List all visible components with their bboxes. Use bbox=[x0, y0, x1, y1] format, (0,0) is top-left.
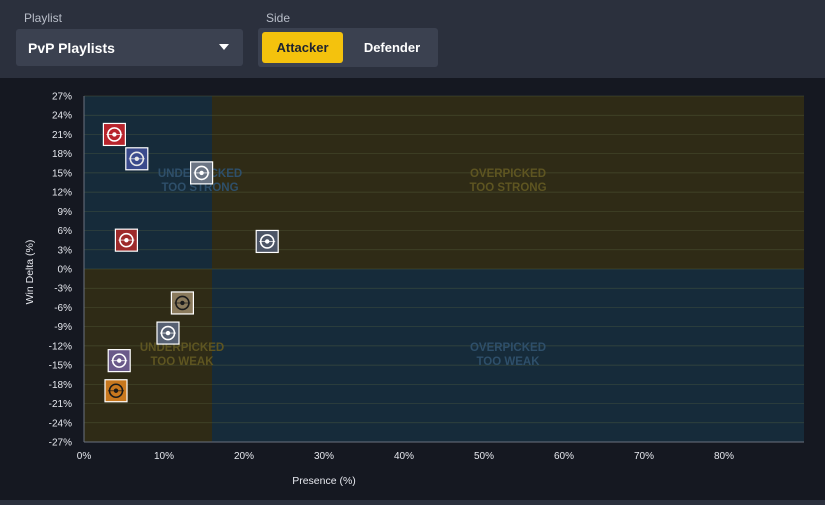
crosshair-icon[interactable] bbox=[170, 291, 194, 315]
attacker-button[interactable]: Attacker bbox=[262, 32, 343, 63]
y-tick-label: -3% bbox=[54, 284, 72, 295]
quadrant-label-overpicked-too-weak: TOO WEAK bbox=[476, 356, 540, 368]
y-axis-title: Win Delta (%) bbox=[24, 240, 36, 305]
side-toggle: Attacker Defender bbox=[258, 28, 438, 67]
skull-mask-icon[interactable] bbox=[190, 161, 214, 185]
x-tick-label: 30% bbox=[314, 451, 334, 462]
defender-button[interactable]: Defender bbox=[363, 40, 421, 55]
chevron-down-icon bbox=[219, 44, 229, 50]
x-tick-label: 80% bbox=[714, 451, 734, 462]
purple-shield-icon[interactable] bbox=[107, 349, 131, 373]
x-axis-title: Presence (%) bbox=[292, 475, 356, 487]
y-tick-label: 27% bbox=[52, 92, 72, 103]
window-icon[interactable] bbox=[156, 321, 180, 345]
red-splash-icon[interactable] bbox=[114, 228, 139, 252]
y-tick-label: 18% bbox=[52, 149, 72, 160]
x-tick-label: 70% bbox=[634, 451, 654, 462]
chart-panel: 27% 24% 21% 18% 15% 12% 9% 6% 3% 0% -3% -6% -9% -12% -… bbox=[0, 78, 825, 500]
white-crest-icon[interactable] bbox=[255, 229, 279, 254]
quadrant-overpicked-too-strong bbox=[212, 96, 804, 269]
y-tick-label: 12% bbox=[52, 188, 72, 199]
quadrant-label-overpicked-too-strong: TOO STRONG bbox=[469, 182, 546, 194]
side-label: Side bbox=[266, 11, 291, 25]
quadrant-label-underpicked-too-weak: TOO WEAK bbox=[150, 356, 214, 368]
y-tick-label: -12% bbox=[49, 341, 72, 352]
playlist-select[interactable]: PvP Playlists bbox=[16, 29, 243, 66]
quadrant-label-underpicked-too-strong: TOO STRONG bbox=[161, 182, 238, 194]
quadrant-overpicked-too-weak bbox=[212, 269, 804, 442]
orange-mask-icon[interactable] bbox=[104, 379, 128, 403]
x-tick-label: 0% bbox=[77, 451, 92, 462]
x-tick-label: 40% bbox=[394, 451, 414, 462]
y-tick-label: 21% bbox=[52, 130, 72, 141]
y-tick-label: -24% bbox=[49, 418, 72, 429]
quadrant-label-overpicked-too-strong: OVERPICKED bbox=[470, 168, 546, 180]
playlist-label: Playlist bbox=[24, 11, 63, 25]
x-tick-label: 50% bbox=[474, 451, 494, 462]
playlist-value: PvP Playlists bbox=[28, 39, 115, 56]
y-tick-label: 15% bbox=[52, 168, 72, 179]
quadrant-label-underpicked-too-weak: UNDERPICKED bbox=[140, 342, 224, 354]
y-tick-label: 6% bbox=[58, 226, 73, 237]
y-tick-label: -21% bbox=[49, 399, 72, 410]
filter-bar: Playlist PvP Playlists Side Attacker Def… bbox=[0, 0, 825, 78]
y-tick-label: -15% bbox=[49, 361, 72, 372]
y-tick-label: 3% bbox=[58, 245, 73, 256]
red-target-icon[interactable] bbox=[102, 122, 127, 147]
quadrant-label-overpicked-too-weak: OVERPICKED bbox=[470, 342, 546, 354]
y-tick-label: -9% bbox=[54, 322, 72, 333]
y-tick-label: 24% bbox=[52, 111, 72, 122]
x-tick-label: 60% bbox=[554, 451, 574, 462]
y-tick-label: -6% bbox=[54, 303, 72, 314]
y-tick-label: 0% bbox=[58, 265, 73, 276]
x-tick-label: 20% bbox=[234, 451, 254, 462]
y-tick-label: 9% bbox=[58, 207, 73, 218]
antenna-icon[interactable] bbox=[125, 147, 149, 171]
scatter-chart: 27% 24% 21% 18% 15% 12% 9% 6% 3% 0% -3% -6% -9% -12% -… bbox=[24, 92, 804, 487]
y-tick-label: -27% bbox=[49, 438, 72, 449]
y-tick-label: -18% bbox=[49, 380, 72, 391]
x-tick-label: 10% bbox=[154, 451, 174, 462]
